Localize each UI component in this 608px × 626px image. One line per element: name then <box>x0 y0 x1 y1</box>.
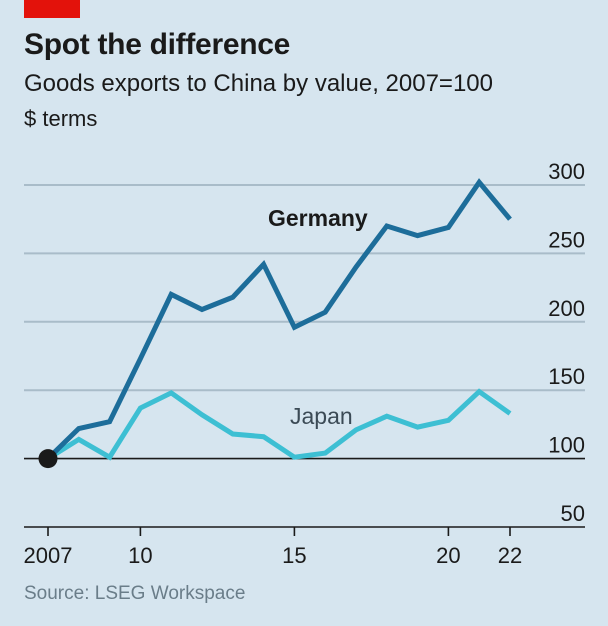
y-tick-labels: 50 100 150 200 250 300 <box>548 159 585 526</box>
series-lines <box>38 178 512 469</box>
series-label-japan: Japan <box>290 403 353 429</box>
x-tick-label-2010: 10 <box>128 543 152 568</box>
grid-lines <box>24 184 585 528</box>
y-tick-label-50: 50 <box>561 501 585 526</box>
y-tick-label-200: 200 <box>548 296 585 321</box>
x-ticks: 2007 10 15 20 22 <box>24 527 522 568</box>
y-tick-label-300: 300 <box>548 159 585 184</box>
y-tick-label-100: 100 <box>548 433 585 458</box>
y-tick-label-150: 150 <box>548 364 585 389</box>
series-line-japan <box>46 388 512 461</box>
brand-red-tag <box>24 0 80 18</box>
chart-subtitle: Goods exports to China by value, 2007=10… <box>24 70 493 97</box>
chart-unit: $ terms <box>24 106 98 131</box>
source-note: Source: LSEG Workspace <box>24 583 246 604</box>
series-line-germany <box>46 178 512 461</box>
base-year-marker <box>38 449 58 469</box>
chart-title: Spot the difference <box>24 28 290 61</box>
x-tick-label-2020: 20 <box>436 543 460 568</box>
y-tick-label-250: 250 <box>548 227 585 252</box>
x-tick-label-2015: 15 <box>282 543 306 568</box>
x-tick-label-2022: 22 <box>498 543 522 568</box>
series-label-germany: Germany <box>268 205 368 231</box>
x-tick-label-2007: 2007 <box>24 543 73 568</box>
